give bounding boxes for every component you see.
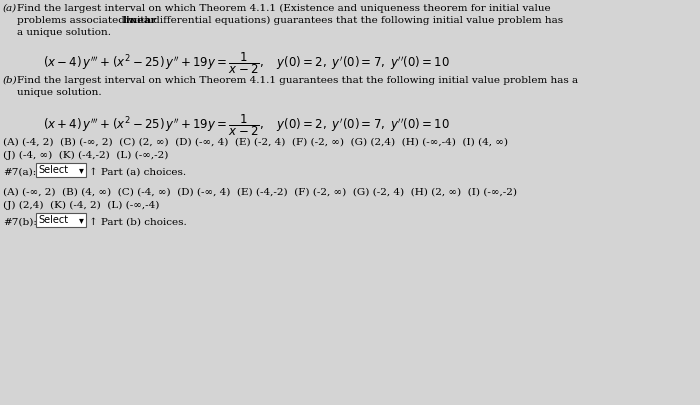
Text: (A) (-∞, 2)  (B) (4, ∞)  (C) (-4, ∞)  (D) (-∞, 4)  (E) (-4,-2)  (F) (-2, ∞)  (G): (A) (-∞, 2) (B) (4, ∞) (C) (-4, ∞) (D) (… [3,188,517,196]
Text: linear: linear [123,16,157,25]
Text: ↑ Part (a) choices.: ↑ Part (a) choices. [89,168,186,177]
Text: differential equations) guarantees that the following initial value problem has: differential equations) guarantees that … [150,16,563,25]
Text: (b): (b) [3,76,18,85]
FancyBboxPatch shape [36,164,86,177]
Text: unique solution.: unique solution. [18,88,102,97]
Text: problems associated with: problems associated with [18,16,155,25]
Text: ▾: ▾ [79,164,84,175]
Text: (A) (-4, 2)  (B) (-∞, 2)  (C) (2, ∞)  (D) (-∞, 4)  (E) (-2, 4)  (F) (-2, ∞)  (G): (A) (-4, 2) (B) (-∞, 2) (C) (2, ∞) (D) (… [3,138,508,147]
Text: ▾: ▾ [79,215,84,224]
Text: Select: Select [38,215,69,224]
FancyBboxPatch shape [36,213,86,228]
Text: #7(b):: #7(b): [3,217,36,226]
Text: ↑ Part (b) choices.: ↑ Part (b) choices. [89,217,186,226]
Text: (J) (-4, ∞)  (K) (-4,-2)  (L) (-∞,-2): (J) (-4, ∞) (K) (-4,-2) (L) (-∞,-2) [3,151,168,160]
Text: Find the largest interval on which Theorem 4.1.1 (Existence and uniqueness theor: Find the largest interval on which Theor… [18,4,551,13]
Text: #7(a):: #7(a): [3,168,36,177]
Text: (J) (2,4)  (K) (-4, 2)  (L) (-∞,-4): (J) (2,4) (K) (-4, 2) (L) (-∞,-4) [3,200,159,210]
Text: (a): (a) [3,4,17,13]
Text: a unique solution.: a unique solution. [18,28,111,37]
Text: $(x+4)\,y^{\prime\prime\prime} + (x^2-25)\,y^{\prime\prime} + 19y = \dfrac{1}{x-: $(x+4)\,y^{\prime\prime\prime} + (x^2-25… [43,112,450,137]
Text: Find the largest interval on which Theorem 4.1.1 guarantees that the following i: Find the largest interval on which Theor… [18,76,578,85]
Text: Select: Select [38,164,69,175]
Text: $(x-4)\,y^{\prime\prime\prime} + (x^2-25)\,y^{\prime\prime} + 19y = \dfrac{1}{x-: $(x-4)\,y^{\prime\prime\prime} + (x^2-25… [43,50,450,75]
